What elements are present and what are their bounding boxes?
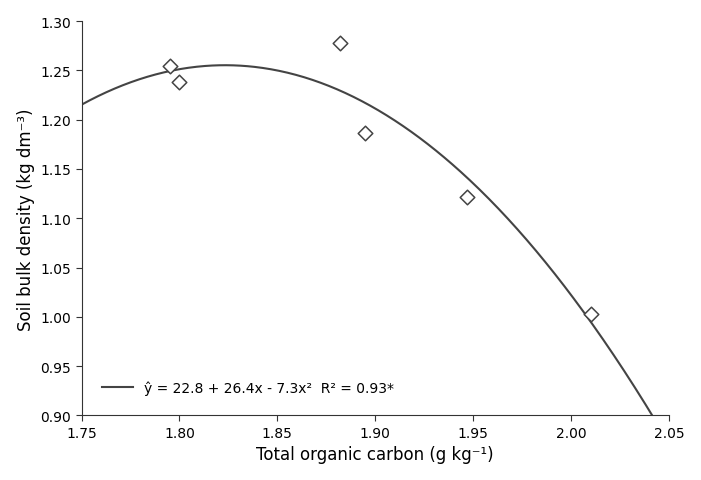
Point	[585, 311, 597, 318]
Legend: ŷ = 22.8 + 26.4x - 7.3x²  R² = 0.93*: ŷ = 22.8 + 26.4x - 7.3x² R² = 0.93*	[88, 366, 408, 408]
Point	[334, 40, 346, 48]
X-axis label: Total organic carbon (g kg⁻¹): Total organic carbon (g kg⁻¹)	[257, 445, 494, 463]
Point	[462, 193, 473, 201]
Point	[360, 130, 371, 137]
Y-axis label: Soil bulk density (kg dm⁻³): Soil bulk density (kg dm⁻³)	[17, 108, 34, 330]
Point	[174, 79, 185, 87]
Point	[164, 62, 175, 70]
